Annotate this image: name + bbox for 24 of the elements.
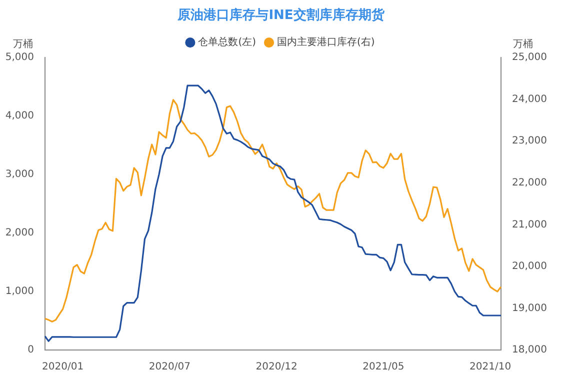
x-tick-label: 2021/05 xyxy=(362,362,404,373)
y2-tick-label: 25,000 xyxy=(512,52,547,64)
y2-tick-label: 23,000 xyxy=(512,136,547,147)
x-tick-label: 2021/10 xyxy=(470,362,512,373)
y2-tick-label: 22,000 xyxy=(512,178,547,189)
y-tick-label: 1,000 xyxy=(5,286,34,298)
y-tick-label: 4,000 xyxy=(5,110,34,122)
legend-label: 国内主要港口库存(右) xyxy=(277,36,375,48)
chart-title: 原油港口库存与INE交割库库存期货 xyxy=(176,7,386,24)
y-tick-label: 2,000 xyxy=(5,228,34,239)
x-tick-label: 2020/07 xyxy=(148,362,190,373)
y2-axis-title: 万桶 xyxy=(513,38,533,50)
y-tick-label: 0 xyxy=(28,344,34,356)
legend-label: 仓单总数(左) xyxy=(198,36,256,48)
y2-tick-label: 24,000 xyxy=(512,94,547,105)
y2-tick-label: 18,000 xyxy=(512,344,547,356)
y-axis-title: 万桶 xyxy=(13,38,33,50)
y2-tick-label: 21,000 xyxy=(512,219,547,230)
x-tick-label: 2020/01 xyxy=(42,362,84,373)
y2-tick-label: 19,000 xyxy=(512,302,547,314)
y-tick-label: 3,000 xyxy=(5,169,34,180)
y-tick-label: 5,000 xyxy=(5,52,34,64)
x-tick-label: 2020/12 xyxy=(256,362,298,373)
y2-tick-label: 20,000 xyxy=(512,261,547,272)
